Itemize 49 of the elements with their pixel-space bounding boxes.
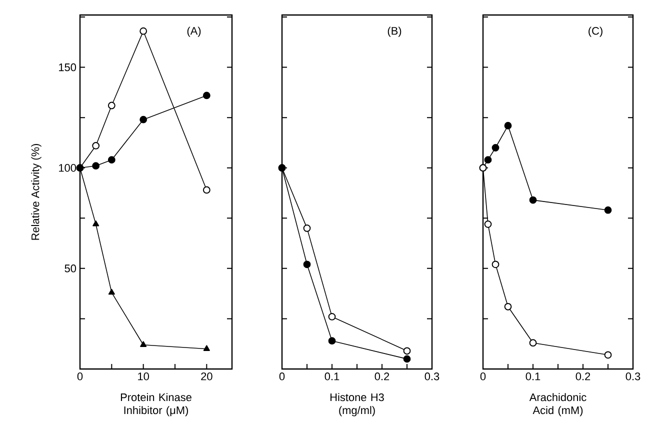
y-tick-label: 100 [59,164,76,172]
x-tick-label: 10 [138,372,149,380]
x-axis-title: Arachidonic Acid (mM) [529,393,586,416]
x-tick-label: 0.2 [374,372,390,380]
point [492,144,500,152]
point [529,339,537,347]
text: (C) [588,26,602,37]
x-axis-title: Histone H3 (mg/ml) [330,393,384,416]
point [303,224,311,232]
y-tick-label: 150 [59,63,76,72]
point [108,156,116,164]
x-axis-title: Protein Kinase Inhibitor (μM) [120,393,192,416]
point [203,345,210,351]
point [140,27,148,35]
x-tick-label: 0.1 [324,372,340,380]
x-tick-label: 0.3 [424,372,440,380]
point [403,355,411,363]
point [140,341,147,347]
x-tick-label: 0 [480,372,486,380]
point [484,156,492,164]
x-tick-label: 0 [279,372,285,380]
point [140,116,148,124]
point [92,162,100,170]
x-tick-label: 0.3 [626,372,640,380]
point [108,288,115,295]
x-tick-label: 0.1 [526,372,540,380]
point [303,260,311,268]
point [202,186,210,194]
text: (B) [388,26,402,37]
x-tick-label: 0 [77,372,83,380]
point [202,92,210,100]
point [92,142,100,150]
point [108,102,116,110]
point [504,302,512,310]
point [604,206,612,214]
x-tick-label: 20 [201,372,212,380]
text: (A) [187,26,201,37]
y-tick-label: 50 [64,264,76,272]
x-tick-label: 0.2 [576,372,590,380]
point [328,337,336,345]
point [403,347,411,355]
point [484,220,492,228]
point [529,196,537,204]
point [92,220,100,226]
point [504,122,512,130]
point [328,313,336,320]
point [604,351,612,359]
point [492,260,500,268]
y-axis-title: Relative Activity (%) [31,144,42,240]
